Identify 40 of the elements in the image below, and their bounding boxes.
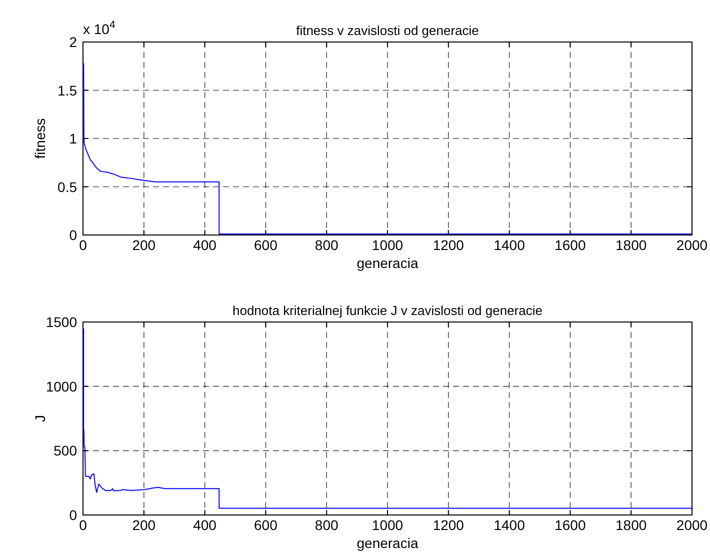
x-tick-label: 1200 (432, 237, 464, 253)
text: x 10$^{4}$ (83, 19, 116, 37)
x-tick-label: 1000 (372, 517, 404, 533)
y-tick-label: 1500 (46, 314, 78, 330)
y-tick-label: 2 (69, 34, 78, 50)
x-tick-label: 200 (132, 517, 156, 533)
y-tick-label: 1000 (46, 378, 78, 394)
x-tick-label: 800 (314, 237, 338, 253)
y-axis-title: fitness (32, 118, 48, 159)
x-axis-title: generacia (356, 255, 418, 271)
x-tick-label: 1000 (372, 237, 404, 253)
x-tick-label: 1600 (554, 517, 586, 533)
line-series (83, 62, 692, 235)
x-tick-label: 1800 (616, 517, 647, 533)
x-tick-label: 800 (314, 517, 338, 533)
x-tick-label: 0 (79, 237, 88, 253)
y-tick-label: 500 (54, 442, 78, 459)
x-tick-label: 200 (132, 237, 156, 253)
y-tick-label: 1.5 (58, 82, 78, 98)
x-tick-label: 1800 (616, 237, 647, 253)
y-tick-label: 1 (69, 130, 78, 146)
x-tick-label: 1400 (494, 237, 526, 253)
x-tick-label: 2000 (676, 237, 708, 253)
x-tick-label: 600 (254, 517, 278, 533)
x-tick-label: 1200 (432, 517, 464, 533)
x-tick-label: 2000 (676, 517, 708, 533)
chart-title: fitness v zavislosti od generacie (296, 23, 479, 38)
y-tick-label: 0.5 (58, 178, 78, 195)
x-tick-label: 1600 (554, 237, 586, 253)
x-tick-label: 0 (79, 517, 88, 533)
line-series (83, 328, 692, 509)
y-tick-label: 0 (69, 227, 78, 243)
y-tick-label: 0 (69, 507, 78, 523)
x-axis-title: generacia (356, 535, 418, 551)
x-tick-label: 400 (193, 517, 217, 533)
chart-title: hodnota kriterialnej funkcie J v zavislosti od generacie (232, 303, 543, 318)
x-tick-label: 1400 (494, 517, 526, 533)
x-tick-label: 600 (254, 237, 278, 253)
y-axis-title: J (32, 415, 48, 422)
x-tick-label: 400 (193, 237, 217, 253)
